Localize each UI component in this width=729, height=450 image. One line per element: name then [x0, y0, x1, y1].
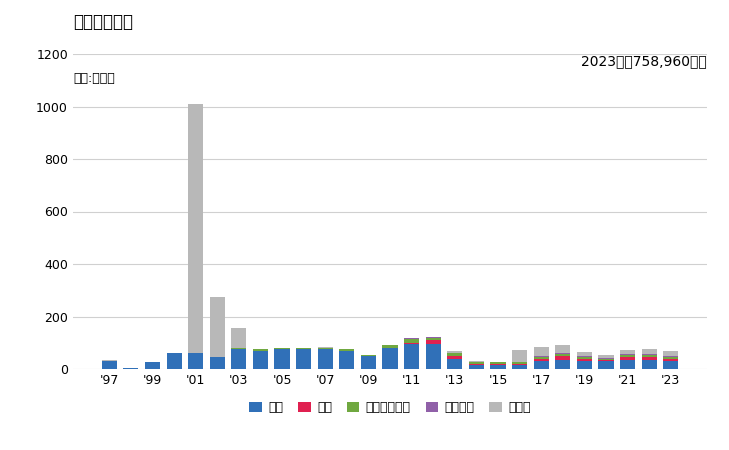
- Bar: [231, 328, 246, 348]
- Bar: [512, 362, 527, 364]
- Bar: [599, 361, 614, 369]
- Bar: [512, 364, 527, 365]
- Bar: [426, 338, 441, 340]
- Bar: [339, 351, 354, 369]
- Bar: [447, 351, 462, 353]
- Bar: [275, 349, 289, 369]
- Bar: [102, 360, 117, 361]
- Bar: [577, 359, 592, 361]
- Bar: [512, 350, 527, 362]
- Bar: [469, 362, 484, 364]
- Bar: [318, 349, 333, 369]
- Bar: [577, 356, 592, 357]
- Bar: [642, 360, 657, 369]
- Bar: [469, 365, 484, 369]
- Bar: [404, 344, 419, 369]
- Bar: [231, 349, 246, 369]
- Bar: [469, 364, 484, 365]
- Bar: [361, 355, 376, 356]
- Bar: [663, 357, 678, 359]
- Bar: [426, 337, 441, 338]
- Bar: [166, 353, 182, 369]
- Bar: [555, 360, 570, 369]
- Bar: [620, 360, 635, 369]
- Bar: [663, 351, 678, 356]
- Bar: [599, 355, 614, 358]
- Text: 輸出量の推移: 輸出量の推移: [73, 14, 133, 32]
- Bar: [383, 348, 397, 369]
- Text: 2023年：758,960トン: 2023年：758,960トン: [582, 54, 707, 68]
- Bar: [577, 352, 592, 356]
- Bar: [599, 358, 614, 359]
- Bar: [426, 340, 441, 344]
- Bar: [231, 348, 246, 349]
- Bar: [339, 348, 354, 351]
- Legend: タイ, 中国, シンガポール, ベトナム, その他: タイ, 中国, シンガポール, ベトナム, その他: [244, 396, 536, 419]
- Bar: [642, 354, 657, 355]
- Bar: [318, 348, 333, 349]
- Bar: [642, 349, 657, 354]
- Bar: [663, 356, 678, 357]
- Bar: [404, 339, 419, 343]
- Bar: [491, 365, 505, 369]
- Bar: [296, 349, 311, 369]
- Bar: [491, 362, 505, 364]
- Bar: [426, 344, 441, 369]
- Bar: [447, 353, 462, 356]
- Bar: [469, 361, 484, 362]
- Bar: [275, 348, 289, 349]
- Bar: [599, 360, 614, 361]
- Bar: [447, 356, 462, 359]
- Bar: [642, 355, 657, 357]
- Bar: [188, 104, 203, 353]
- Bar: [318, 346, 333, 348]
- Bar: [404, 338, 419, 339]
- Bar: [123, 368, 139, 369]
- Bar: [620, 354, 635, 355]
- Bar: [102, 361, 117, 369]
- Bar: [361, 356, 376, 369]
- Bar: [663, 359, 678, 361]
- Bar: [512, 365, 527, 369]
- Bar: [447, 359, 462, 369]
- Bar: [534, 361, 549, 369]
- Bar: [620, 355, 635, 357]
- Bar: [188, 353, 203, 369]
- Bar: [577, 357, 592, 359]
- Bar: [555, 356, 570, 360]
- Bar: [210, 357, 225, 369]
- Bar: [253, 349, 268, 351]
- Text: 単位:万トン: 単位:万トン: [73, 72, 114, 85]
- Bar: [555, 353, 570, 354]
- Bar: [253, 351, 268, 369]
- Bar: [555, 345, 570, 353]
- Bar: [210, 297, 225, 357]
- Bar: [404, 343, 419, 344]
- Bar: [620, 351, 635, 354]
- Bar: [599, 359, 614, 360]
- Bar: [145, 362, 160, 369]
- Bar: [534, 347, 549, 356]
- Bar: [555, 354, 570, 356]
- Bar: [577, 361, 592, 369]
- Bar: [642, 357, 657, 360]
- Bar: [534, 356, 549, 357]
- Bar: [620, 357, 635, 360]
- Bar: [383, 346, 397, 348]
- Bar: [534, 359, 549, 361]
- Bar: [491, 364, 505, 365]
- Bar: [663, 361, 678, 369]
- Bar: [296, 348, 311, 349]
- Bar: [534, 357, 549, 359]
